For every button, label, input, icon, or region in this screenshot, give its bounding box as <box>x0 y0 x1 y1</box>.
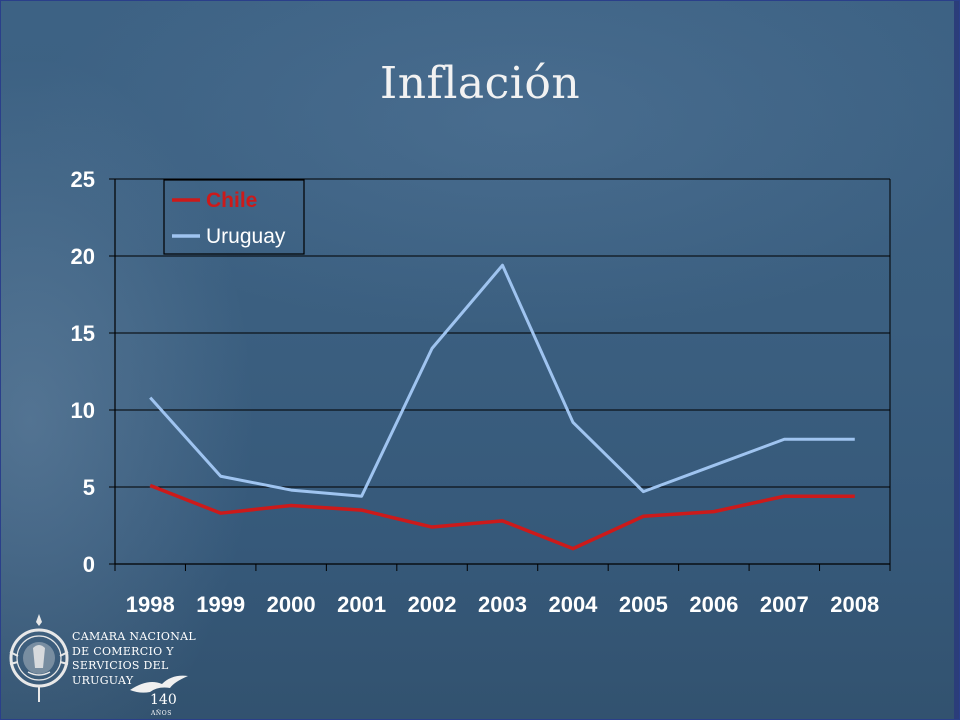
x-tick-label: 2003 <box>478 592 527 617</box>
bird-emblem-icon <box>130 675 188 693</box>
y-tick-label: 25 <box>71 167 95 192</box>
x-tick-label: 1998 <box>126 592 175 617</box>
anniversary-number: 140 <box>150 692 177 708</box>
organization-name: CAMARA NACIONAL DE COMERCIO Y SERVICIOS … <box>72 630 196 688</box>
legend-label-uruguay: Uruguay <box>206 225 286 248</box>
legend: Chile Uruguay <box>163 179 305 255</box>
slide-right-edge <box>954 0 960 720</box>
x-tick-label: 2001 <box>337 592 386 617</box>
y-tick-labels: 0 5 10 15 20 25 <box>71 167 95 577</box>
anniversary-word: AÑOS <box>151 710 173 717</box>
y-tick-label: 0 <box>83 552 95 577</box>
chamber-seal-logo <box>9 614 69 702</box>
legend-box <box>163 179 305 255</box>
organization-name-line: DE COMERCIO Y <box>72 644 174 658</box>
organization-name-line: URUGUAY <box>72 673 134 687</box>
y-tick-label: 10 <box>71 398 95 423</box>
series-lines <box>149 263 855 551</box>
x-tick-label: 2008 <box>830 592 879 617</box>
x-tick-label: 2006 <box>689 592 738 617</box>
x-tick-label: 2002 <box>408 592 457 617</box>
legend-label-chile: Chile <box>206 189 257 212</box>
x-tick-label: 2004 <box>548 592 598 617</box>
axes <box>109 178 891 571</box>
x-tick-label: 2000 <box>267 592 316 617</box>
slide-title: Inflación <box>379 58 581 109</box>
gridlines <box>115 178 890 488</box>
organization-name-line: SERVICIOS DEL <box>72 659 169 672</box>
y-tick-label: 15 <box>71 321 95 346</box>
series-line-chile <box>149 483 855 551</box>
series-line-uruguay <box>149 263 855 498</box>
x-tick-label: 2007 <box>760 592 809 617</box>
y-tick-label: 20 <box>71 244 95 269</box>
y-tick-label: 5 <box>83 475 95 500</box>
x-tick-labels: 1998 1999 2000 2001 2002 2003 2004 2005 2006 2007… <box>126 592 879 617</box>
x-tick-label: 2005 <box>619 592 668 617</box>
x-tick-label: 1999 <box>196 592 245 617</box>
organization-name-line: CAMARA NACIONAL <box>72 630 197 643</box>
